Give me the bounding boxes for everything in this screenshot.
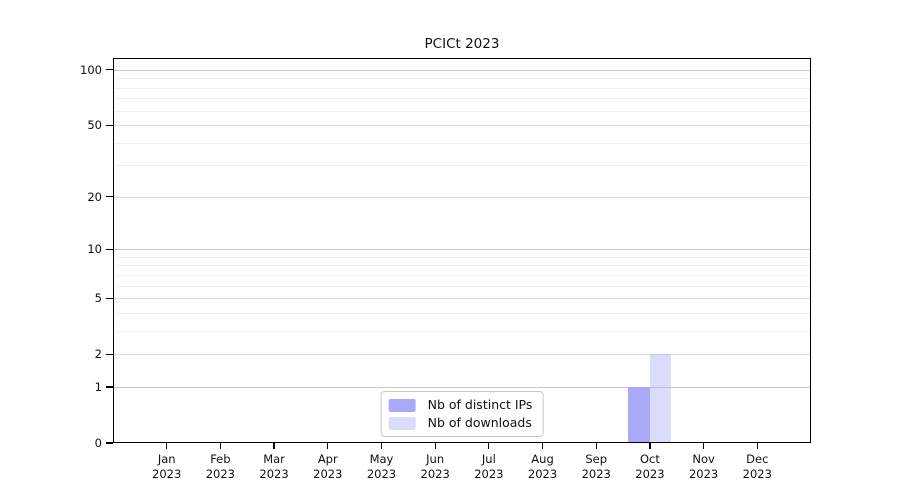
x-tick-label: Mar 2023 [244, 452, 304, 482]
major-gridline [113, 196, 811, 198]
x-tick-label: Jul 2023 [459, 452, 519, 482]
x-tick-mark [219, 443, 221, 449]
y-tick-label: 5 [94, 291, 102, 306]
x-tick-month: Aug [531, 452, 554, 466]
y-tick-label: 10 [87, 242, 102, 257]
minor-gridline [113, 78, 811, 80]
x-tick-month: Jul [481, 452, 496, 466]
x-tick-mark [595, 443, 597, 449]
x-tick-label: Oct 2023 [620, 452, 680, 482]
x-tick-label: Jun 2023 [405, 452, 465, 482]
y-tick-label: 2 [94, 347, 102, 362]
major-gridline [113, 125, 811, 127]
x-tick-year: 2023 [152, 467, 182, 481]
x-tick-month: Nov [692, 452, 715, 466]
bar-nb-of-downloads [649, 354, 672, 443]
x-tick-label: Feb 2023 [190, 452, 250, 482]
minor-gridline [113, 274, 811, 276]
x-tick-label: Nov 2023 [674, 452, 734, 482]
x-tick-month: May [369, 452, 394, 466]
x-tick-label: Dec 2023 [727, 452, 787, 482]
x-tick-month: Feb [210, 452, 231, 466]
y-tick-label: 0 [94, 436, 102, 450]
major-gridline [113, 249, 811, 251]
y-tick-mark [106, 386, 113, 388]
x-tick-month: Jun [426, 452, 445, 466]
x-tick-month: Oct [639, 452, 660, 466]
minor-gridline [113, 142, 811, 144]
x-tick-year: 2023 [259, 467, 289, 481]
x-tick-year: 2023 [688, 467, 719, 481]
y-tick-label: 1 [94, 379, 102, 394]
y-tick-mark [106, 124, 113, 126]
major-gridline [113, 354, 811, 356]
x-tick-year: 2023 [313, 467, 343, 481]
x-tick-mark [434, 443, 436, 449]
grid-layer [113, 58, 811, 443]
bars-layer [113, 58, 811, 443]
x-tick-mark [703, 443, 705, 449]
y-tick-mark [106, 69, 113, 71]
x-tick-year: 2023 [366, 467, 397, 481]
x-tick-year: 2023 [474, 467, 504, 481]
major-gridline [113, 298, 811, 300]
bar-nb-of-distinct-ips [628, 386, 650, 443]
minor-gridline [113, 285, 811, 287]
x-tick-mark [488, 443, 490, 449]
y-tick-mark [106, 442, 113, 444]
x-tick-year: 2023 [742, 467, 772, 481]
x-tick-label: May 2023 [351, 452, 411, 482]
y-tick-mark [106, 196, 113, 198]
x-tick-year: 2023 [635, 467, 665, 481]
legend-swatch-nb-of-downloads [388, 416, 416, 430]
minor-gridline [113, 330, 811, 332]
x-tick-label: Sep 2023 [566, 452, 626, 482]
x-tick-month: Sep [585, 452, 608, 466]
x-tick-year: 2023 [205, 467, 236, 481]
x-tick-month: Mar [263, 452, 285, 466]
y-tick-label: 50 [87, 118, 102, 133]
x-tick-month: Apr [317, 452, 338, 466]
x-tick-month: Jan [157, 452, 176, 466]
y-tick-mark [106, 297, 113, 299]
minor-gridline [113, 98, 811, 100]
legend-swatch-nb-of-distinct-ips [388, 398, 416, 412]
minor-gridline [113, 165, 811, 167]
y-tick-label: 100 [80, 62, 102, 77]
x-tick-year: 2023 [527, 467, 558, 481]
minor-gridline [113, 110, 811, 112]
x-tick-year: 2023 [581, 467, 611, 481]
x-tick-label: Apr 2023 [298, 452, 358, 482]
plot-area: Nb of distinct IPs Nb of downloads [113, 58, 811, 443]
y-tick-mark [106, 248, 113, 250]
x-tick-mark [649, 443, 651, 449]
x-tick-mark [756, 443, 758, 449]
minor-gridline [113, 256, 811, 258]
minor-gridline [113, 265, 811, 267]
x-tick-month: Dec [746, 452, 769, 466]
x-tick-mark [380, 443, 383, 449]
x-tick-mark [541, 443, 544, 449]
legend-item: Nb of distinct IPs [388, 397, 533, 412]
x-tick-mark [273, 443, 275, 449]
chart-title: PCICt 2023 [424, 36, 500, 52]
y-tick-label: 20 [87, 189, 102, 204]
y-tick-mark [106, 353, 113, 355]
minor-gridline [113, 87, 811, 89]
x-tick-label: Aug 2023 [513, 452, 573, 482]
x-tick-mark [327, 443, 329, 449]
legend: Nb of distinct IPs Nb of downloads [380, 391, 544, 437]
minor-gridline [113, 312, 811, 314]
x-tick-year: 2023 [420, 467, 450, 481]
x-tick-label: Jan 2023 [137, 452, 197, 482]
legend-item: Nb of downloads [388, 415, 533, 430]
legend-label: Nb of downloads [427, 415, 532, 430]
x-tick-mark [166, 443, 168, 449]
major-gridline [113, 69, 811, 71]
major-gridline [113, 386, 811, 388]
legend-label: Nb of distinct IPs [427, 397, 533, 412]
